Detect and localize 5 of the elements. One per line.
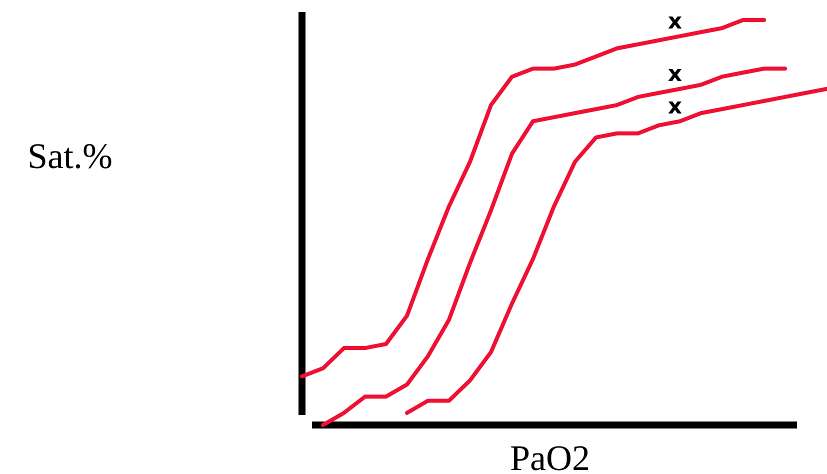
y-axis-title: Sat.% xyxy=(28,136,112,176)
annotation: x xyxy=(668,62,682,87)
annotation: x xyxy=(668,9,682,34)
x-axis-title: PaO2 xyxy=(510,438,590,474)
annotation: x xyxy=(668,94,682,120)
